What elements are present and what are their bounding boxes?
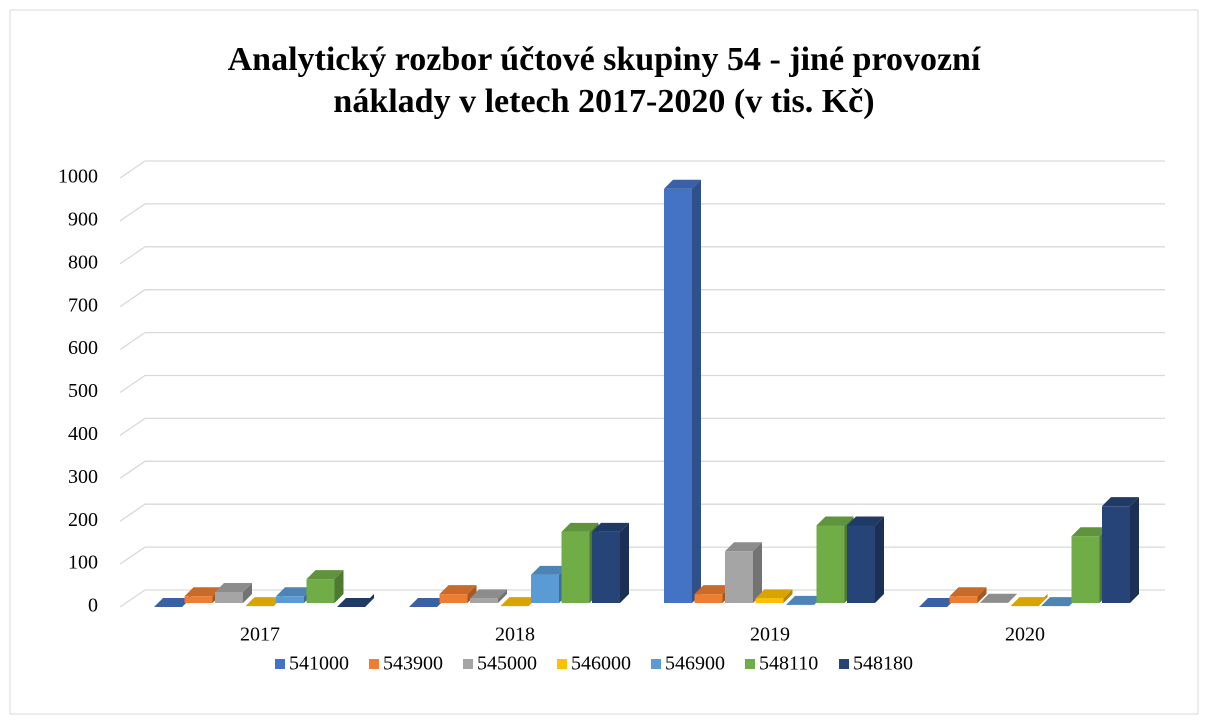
bar-top <box>1102 497 1139 507</box>
x-tick-label: 2018 <box>495 624 535 646</box>
bar <box>1102 506 1130 603</box>
grid-line <box>119 331 1165 351</box>
bar-side <box>1008 593 1017 603</box>
bar-side <box>875 516 884 603</box>
bar <box>306 579 335 603</box>
bar-top <box>592 522 629 532</box>
grid-line <box>119 503 1165 522</box>
bar-top <box>755 589 793 599</box>
bar-top <box>949 587 987 597</box>
bar-top <box>439 585 477 595</box>
bar-top <box>1010 597 1048 607</box>
y-tick-label: 0 <box>88 595 98 617</box>
bar-top <box>919 598 956 607</box>
bar <box>531 574 559 603</box>
y-tick-label: 600 <box>68 337 98 359</box>
legend-swatch <box>275 659 285 669</box>
legend-label: 546000 <box>571 653 631 675</box>
bar <box>470 598 498 603</box>
legend-swatch <box>651 659 661 669</box>
bar-side <box>977 587 987 603</box>
bar-top <box>694 585 732 595</box>
bar <box>949 596 978 603</box>
y-tick-label: 900 <box>68 208 98 230</box>
bar <box>215 591 243 603</box>
bar <box>1071 536 1100 603</box>
grid-line <box>119 374 1165 394</box>
chart-title: Analytický rozbor účtové skupiny 54 - ji… <box>228 41 981 78</box>
bar-side <box>243 582 252 603</box>
bar-top <box>184 587 222 597</box>
bar <box>816 525 845 603</box>
bar-side <box>692 179 701 603</box>
bar <box>755 598 784 603</box>
bar-top <box>561 522 599 532</box>
bar-top <box>337 598 374 607</box>
bar <box>561 531 590 603</box>
bar <box>592 531 620 603</box>
grid-line <box>119 460 1165 479</box>
bar-side <box>467 585 477 603</box>
bar-top <box>500 597 538 607</box>
bar-top <box>980 593 1017 603</box>
bar-top <box>1041 597 1078 607</box>
bar-side <box>498 589 507 603</box>
bar-top <box>470 589 507 599</box>
y-tick-label: 500 <box>68 380 98 402</box>
bar-top <box>409 598 446 607</box>
legend-swatch <box>369 659 379 669</box>
y-tick-label: 100 <box>68 552 98 574</box>
bar <box>725 551 753 603</box>
bar-side <box>1130 497 1139 603</box>
bar-side <box>753 542 762 603</box>
y-tick-label: 800 <box>68 251 98 273</box>
bar <box>276 596 304 603</box>
bar <box>694 594 723 603</box>
legend-label: 546900 <box>665 653 725 675</box>
y-tick-label: 200 <box>68 509 98 531</box>
legend-label: 548180 <box>853 653 913 675</box>
grid-line <box>119 160 1165 179</box>
bar-top <box>725 542 762 552</box>
grid-line <box>119 246 1165 265</box>
grid-line <box>119 203 1165 222</box>
bar-side <box>620 522 629 603</box>
bar-top <box>245 597 283 607</box>
legend-swatch <box>745 659 755 669</box>
bar-top <box>306 570 344 580</box>
bar-top <box>531 565 568 575</box>
y-tick-label: 400 <box>68 423 98 445</box>
bar <box>439 594 468 603</box>
bar-top <box>816 516 854 526</box>
legend-label: 541000 <box>289 653 349 675</box>
bar <box>184 596 213 603</box>
x-tick-label: 2019 <box>750 624 790 646</box>
bar-top <box>847 516 884 526</box>
legend-swatch <box>463 659 473 669</box>
legend-label: 545000 <box>477 653 537 675</box>
x-tick-label: 2020 <box>1005 624 1045 646</box>
bar-side <box>783 589 793 603</box>
legend-label: 543900 <box>383 653 443 675</box>
grid-line <box>119 289 1165 308</box>
bar-top <box>276 587 313 597</box>
legend-swatch <box>839 659 849 669</box>
y-tick-label: 700 <box>68 294 98 316</box>
y-tick-label: 1000 <box>58 166 98 188</box>
bar <box>664 188 692 603</box>
bar-top <box>786 595 823 605</box>
bar-top <box>1071 527 1109 537</box>
y-tick-label: 300 <box>68 466 98 488</box>
x-tick-label: 2017 <box>240 624 280 646</box>
chart-title: náklady v letech 2017-2020 (v tis. Kč) <box>333 83 874 120</box>
legend-label: 548110 <box>759 653 818 675</box>
bar-top <box>664 179 701 189</box>
bar-top <box>215 582 252 592</box>
bar <box>847 525 875 603</box>
bar-side <box>334 570 344 603</box>
legend-swatch <box>557 659 567 669</box>
grid-line <box>119 417 1165 436</box>
bar-top <box>154 598 191 607</box>
